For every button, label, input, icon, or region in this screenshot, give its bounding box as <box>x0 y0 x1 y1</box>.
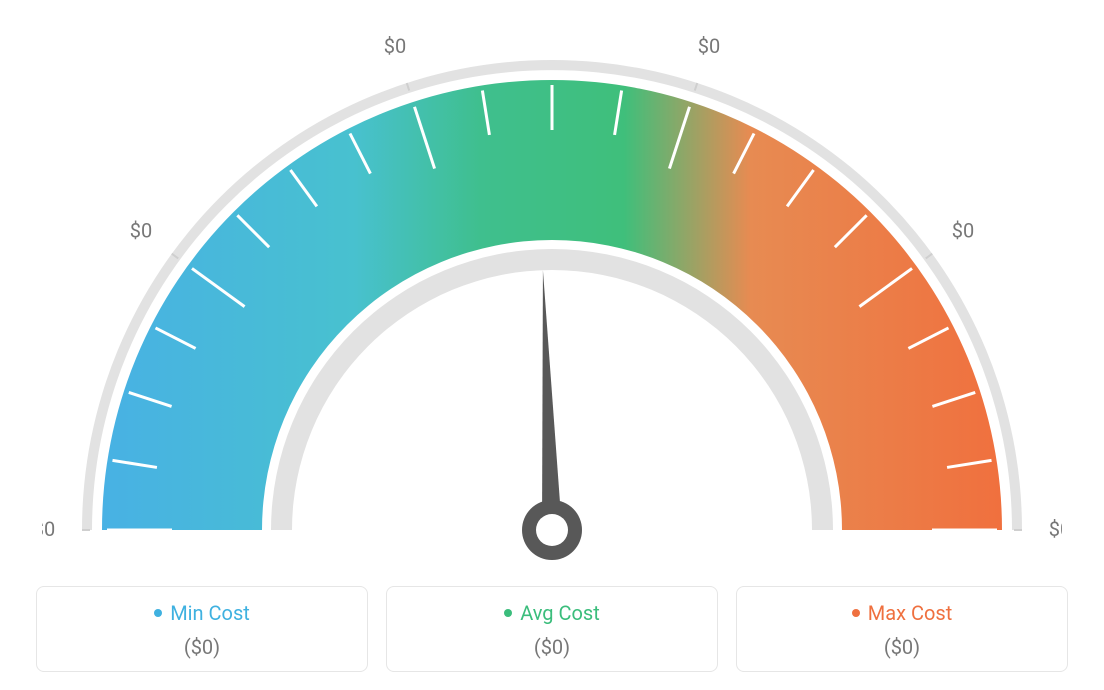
legend-title-max: Max Cost <box>747 601 1057 625</box>
svg-text:$0: $0 <box>130 218 152 242</box>
legend-title-min: Min Cost <box>47 601 357 625</box>
legend-dot-max <box>852 609 860 617</box>
legend-dot-min <box>154 609 162 617</box>
legend-card-min: Min Cost ($0) <box>36 586 368 672</box>
svg-text:$0: $0 <box>698 34 720 58</box>
gauge-chart-container: { "gauge": { "type": "gauge", "center_x"… <box>0 0 1104 690</box>
svg-text:$0: $0 <box>384 34 406 58</box>
svg-text:$0: $0 <box>42 517 55 541</box>
legend-card-avg: Avg Cost ($0) <box>386 586 718 672</box>
svg-text:$0: $0 <box>1049 517 1062 541</box>
legend-label-avg: Avg Cost <box>520 601 600 625</box>
legend-value-max: ($0) <box>747 635 1057 659</box>
legend-card-max: Max Cost ($0) <box>736 586 1068 672</box>
legend-row: Min Cost ($0) Avg Cost ($0) Max Cost ($0… <box>36 586 1068 672</box>
svg-text:$0: $0 <box>952 218 974 242</box>
gauge-wrap: $0 $0 $0 $0 $0 $0 <box>42 30 1062 570</box>
legend-title-avg: Avg Cost <box>397 601 707 625</box>
legend-label-min: Min Cost <box>170 601 250 625</box>
legend-dot-avg <box>504 609 512 617</box>
legend-value-avg: ($0) <box>397 635 707 659</box>
legend-value-min: ($0) <box>47 635 357 659</box>
legend-label-max: Max Cost <box>868 601 953 625</box>
gauge-svg: $0 $0 $0 $0 $0 $0 <box>42 30 1062 590</box>
